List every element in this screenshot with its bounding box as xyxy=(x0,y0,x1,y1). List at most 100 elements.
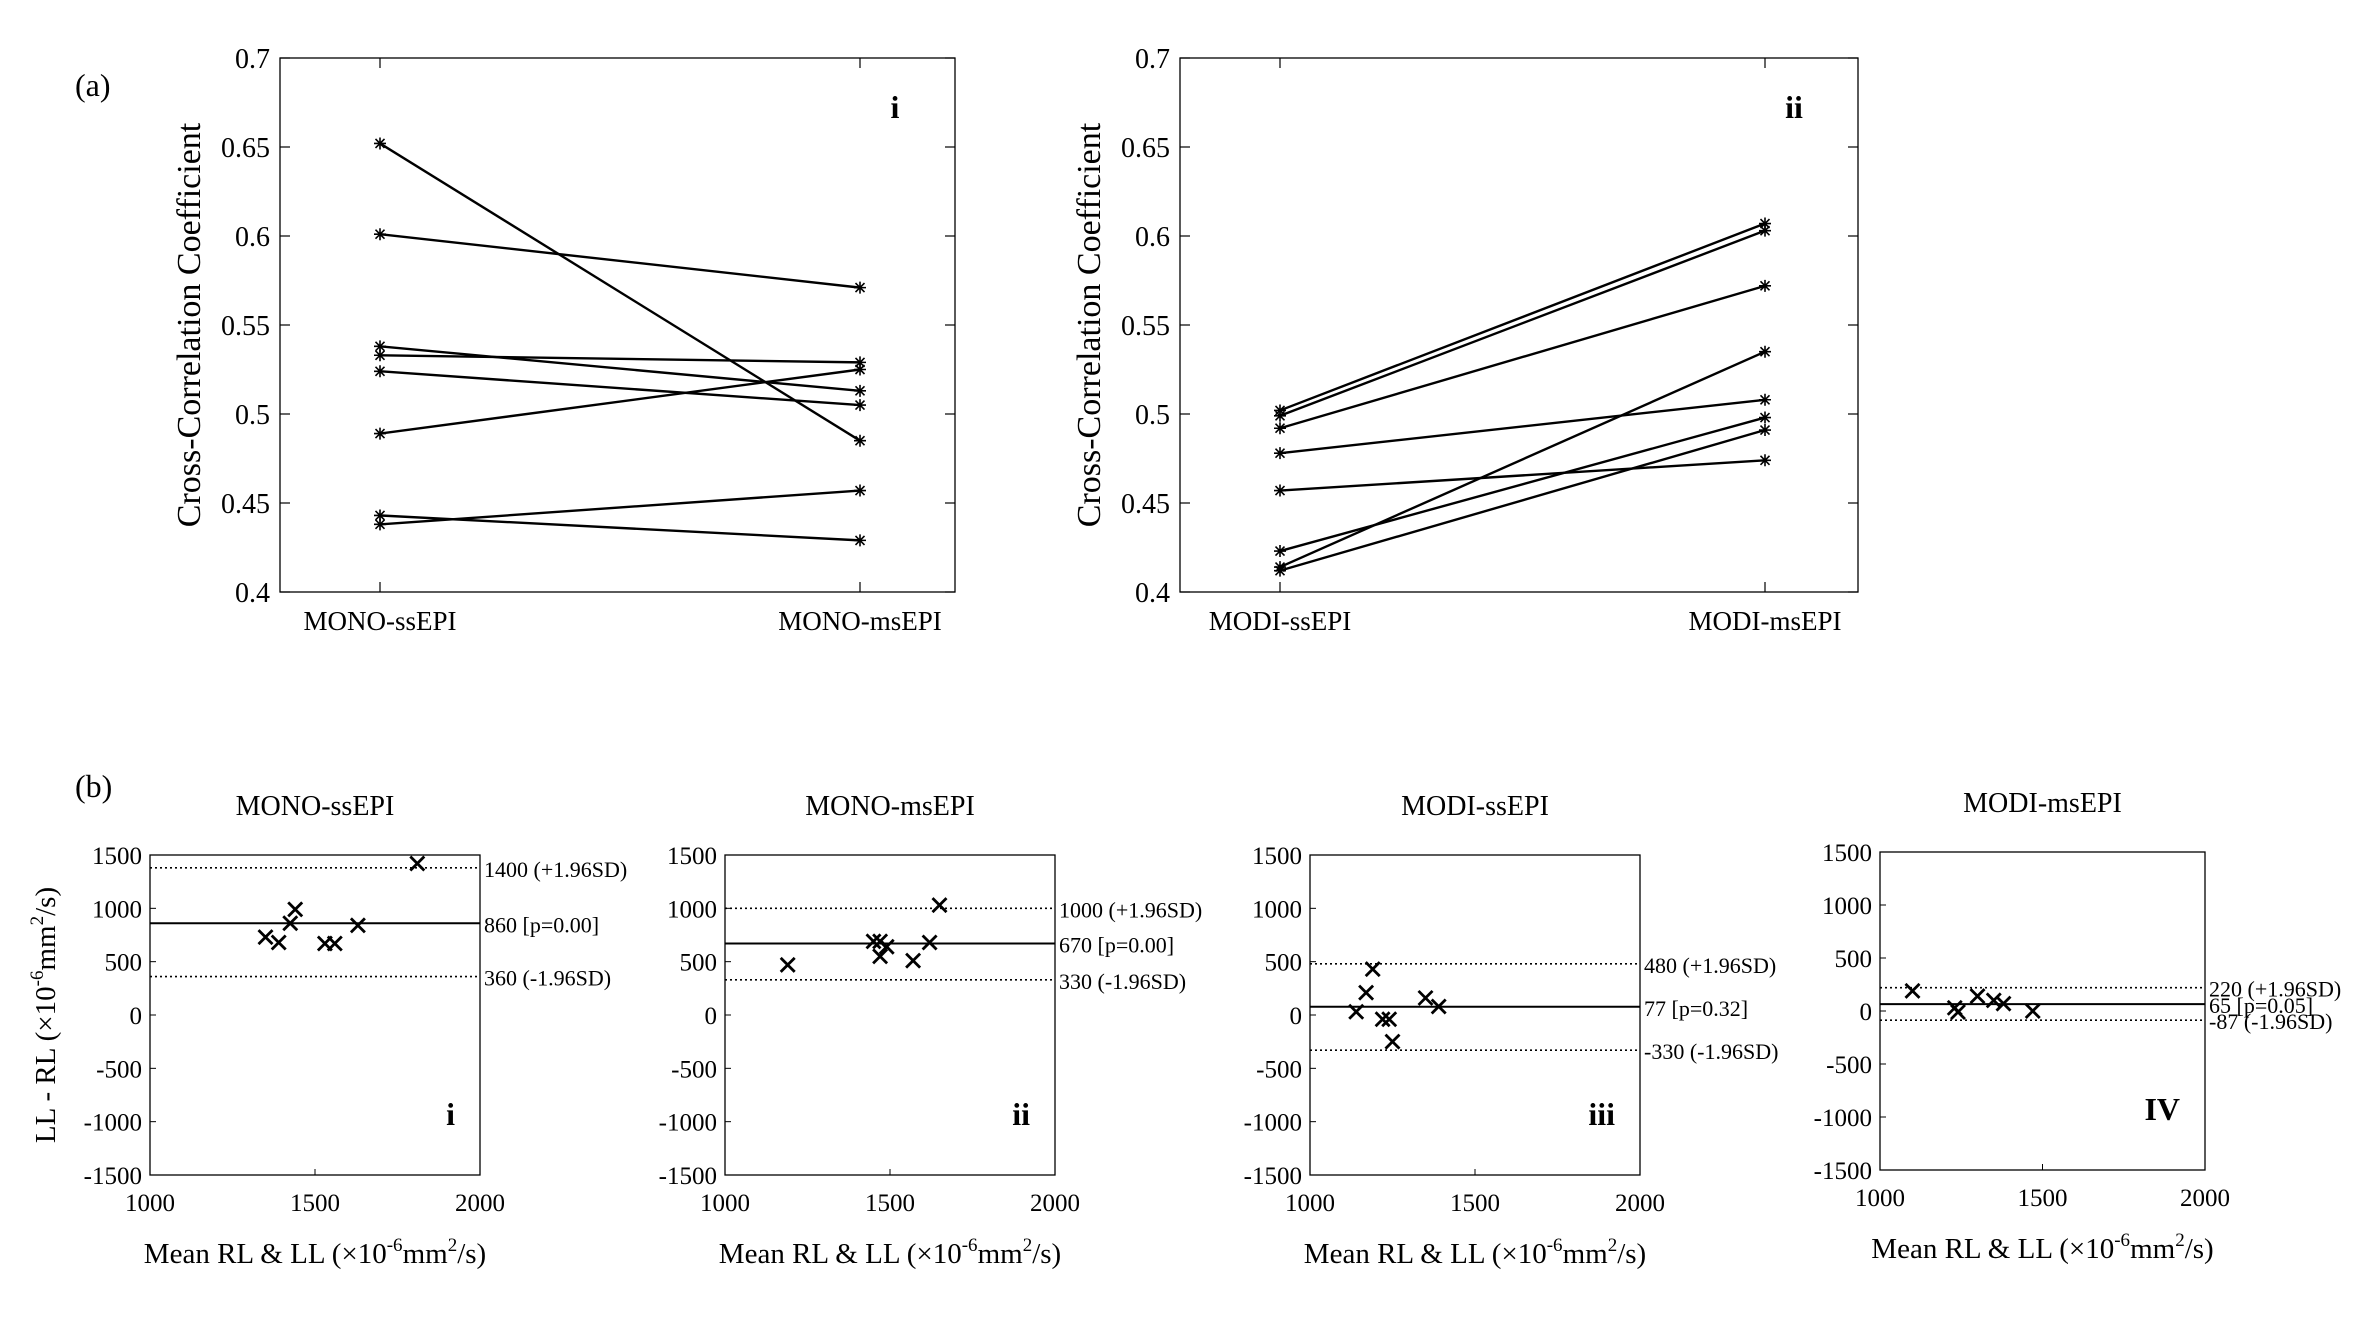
data-point xyxy=(282,915,299,932)
data-point xyxy=(1364,961,1381,978)
y-tick-label: 0 xyxy=(130,1003,143,1030)
x-tick-label: 2000 xyxy=(455,1190,505,1217)
x-tick-label: 1000 xyxy=(700,1190,750,1217)
x-tick-label: 1000 xyxy=(1855,1185,1905,1212)
ref-label-mean: 670 [p=0.00] xyxy=(1059,933,1174,958)
y-tick-label: 500 xyxy=(680,950,718,977)
chart-title: MODI-msEPI xyxy=(1963,788,2122,819)
data-point xyxy=(779,956,796,973)
x-tick-label: 1000 xyxy=(1285,1190,1335,1217)
chart-b-iv: -1500 -1000 -500 0 500 1000 1500 1000 1500 2000 MO… xyxy=(1814,788,2342,1265)
y-tick-label: 500 xyxy=(1835,946,1873,973)
y-tick-label: 500 xyxy=(105,950,143,977)
data-point xyxy=(374,340,386,353)
series-line-3 xyxy=(1279,284,1766,430)
data-point xyxy=(1759,224,1771,237)
ref-label-lower: 330 (-1.96SD) xyxy=(1059,969,1186,994)
data-point xyxy=(1759,217,1771,230)
data-point xyxy=(374,509,386,522)
data-point xyxy=(374,137,386,150)
chart-b-iii: -1500 -1000 -500 0 500 1000 1500 1000 1500 2000 MO… xyxy=(1244,791,1779,1270)
data-point xyxy=(270,934,287,951)
chart-a-ii: 0.4 0.45 0.5 0.55 0.6 0.65 0.7 MODI-ssEPI MODI-m… xyxy=(1071,44,1859,636)
category-label: MODI-msEPI xyxy=(1689,606,1842,636)
data-point xyxy=(854,399,866,412)
data-point xyxy=(1985,992,2002,1009)
series-line-7 xyxy=(1279,350,1766,569)
data-point xyxy=(1759,411,1771,424)
data-point xyxy=(1384,1033,1401,1050)
panel-label-b: (b) xyxy=(75,768,112,804)
data-point xyxy=(374,228,386,241)
data-point xyxy=(1358,984,1375,1001)
y-tick-label: -1500 xyxy=(1814,1158,1872,1185)
data-point xyxy=(374,365,386,378)
series-line-6 xyxy=(379,368,861,435)
y-axis-label: Cross-Correlation Coefficient xyxy=(1071,122,1108,527)
x-tick-label: 1500 xyxy=(290,1190,340,1217)
data-point xyxy=(878,938,895,955)
series-line-4 xyxy=(379,354,861,364)
data-point xyxy=(2024,1003,2041,1019)
y-tick-label: -1500 xyxy=(1244,1163,1302,1190)
y-tick-label: -500 xyxy=(671,1056,717,1083)
panel-number: IV xyxy=(2144,1091,2180,1127)
series-line-8 xyxy=(1279,428,1766,572)
data-point xyxy=(1950,1004,1966,1021)
data-point xyxy=(1274,545,1286,558)
data-point xyxy=(1759,454,1771,467)
y-tick-label: 1000 xyxy=(667,896,717,923)
data-point xyxy=(1274,484,1286,497)
y-tick-label: -1000 xyxy=(1814,1105,1872,1132)
data-point xyxy=(349,917,366,934)
axes-box xyxy=(279,57,956,593)
data-point xyxy=(326,935,343,952)
category-label: MODI-ssEPI xyxy=(1209,606,1352,636)
series-line-5 xyxy=(379,370,861,407)
data-point xyxy=(854,484,866,497)
data-point xyxy=(854,356,866,369)
data-point xyxy=(374,349,386,362)
y-tick-label: 0 xyxy=(1860,999,1873,1026)
y-tick-label: -1000 xyxy=(1244,1110,1302,1137)
y-tick-label: 1500 xyxy=(1252,843,1302,870)
series-line-6 xyxy=(1279,416,1766,553)
category-label: MONO-ssEPI xyxy=(303,606,456,636)
ref-label-mean: 65 [p=0.05] xyxy=(2209,993,2313,1018)
ref-label-lower: -330 (-1.96SD) xyxy=(1644,1039,1778,1064)
chart-b-ii: -1500 -1000 -500 0 500 1000 1500 1000 1500 2000 MO… xyxy=(659,791,1203,1270)
y-tick-label: 1500 xyxy=(667,843,717,870)
y-tick-label: 0.6 xyxy=(1135,222,1170,253)
data-point xyxy=(1274,564,1286,577)
category-label: MONO-msEPI xyxy=(778,606,942,636)
y-tick-label: 0.65 xyxy=(221,133,270,164)
x-tick-label: 2000 xyxy=(1615,1190,1665,1217)
y-tick-label: 0 xyxy=(705,1003,718,1030)
y-tick-label: 0.55 xyxy=(1121,311,1170,342)
data-point xyxy=(854,434,866,447)
panel-number: iii xyxy=(1588,1096,1615,1132)
y-tick-label: 0.55 xyxy=(221,311,270,342)
panel-number: ii xyxy=(1012,1096,1030,1132)
x-tick-label: 1000 xyxy=(125,1190,175,1217)
ref-label-mean: 860 [p=0.00] xyxy=(484,912,599,937)
data-point xyxy=(1348,1003,1365,1020)
y-tick-label: 500 xyxy=(1265,950,1303,977)
y-tick-label: -500 xyxy=(1256,1056,1302,1083)
ref-label-upper: 1400 (+1.96SD) xyxy=(484,857,627,882)
y-tick-label: 0.4 xyxy=(1135,578,1170,609)
x-axis-label: Mean RL & LL (×10-6mm2/s) xyxy=(144,1235,486,1270)
panel-number: i xyxy=(446,1096,455,1132)
y-tick-label: -500 xyxy=(96,1056,142,1083)
series-line-1 xyxy=(379,142,861,442)
y-tick-label: 1500 xyxy=(92,843,142,870)
data-point xyxy=(1374,1011,1391,1028)
data-point xyxy=(1759,424,1771,437)
x-axis-label: Mean RL & LL (×10-6mm2/s) xyxy=(1871,1230,2213,1265)
y-tick-label: 1000 xyxy=(1822,893,1872,920)
data-point xyxy=(1417,989,1434,1006)
y-tick-label: -1500 xyxy=(84,1163,142,1190)
data-point xyxy=(854,384,866,397)
y-tick-label: 1000 xyxy=(1252,896,1302,923)
y-tick-label: 0.4 xyxy=(235,578,270,609)
